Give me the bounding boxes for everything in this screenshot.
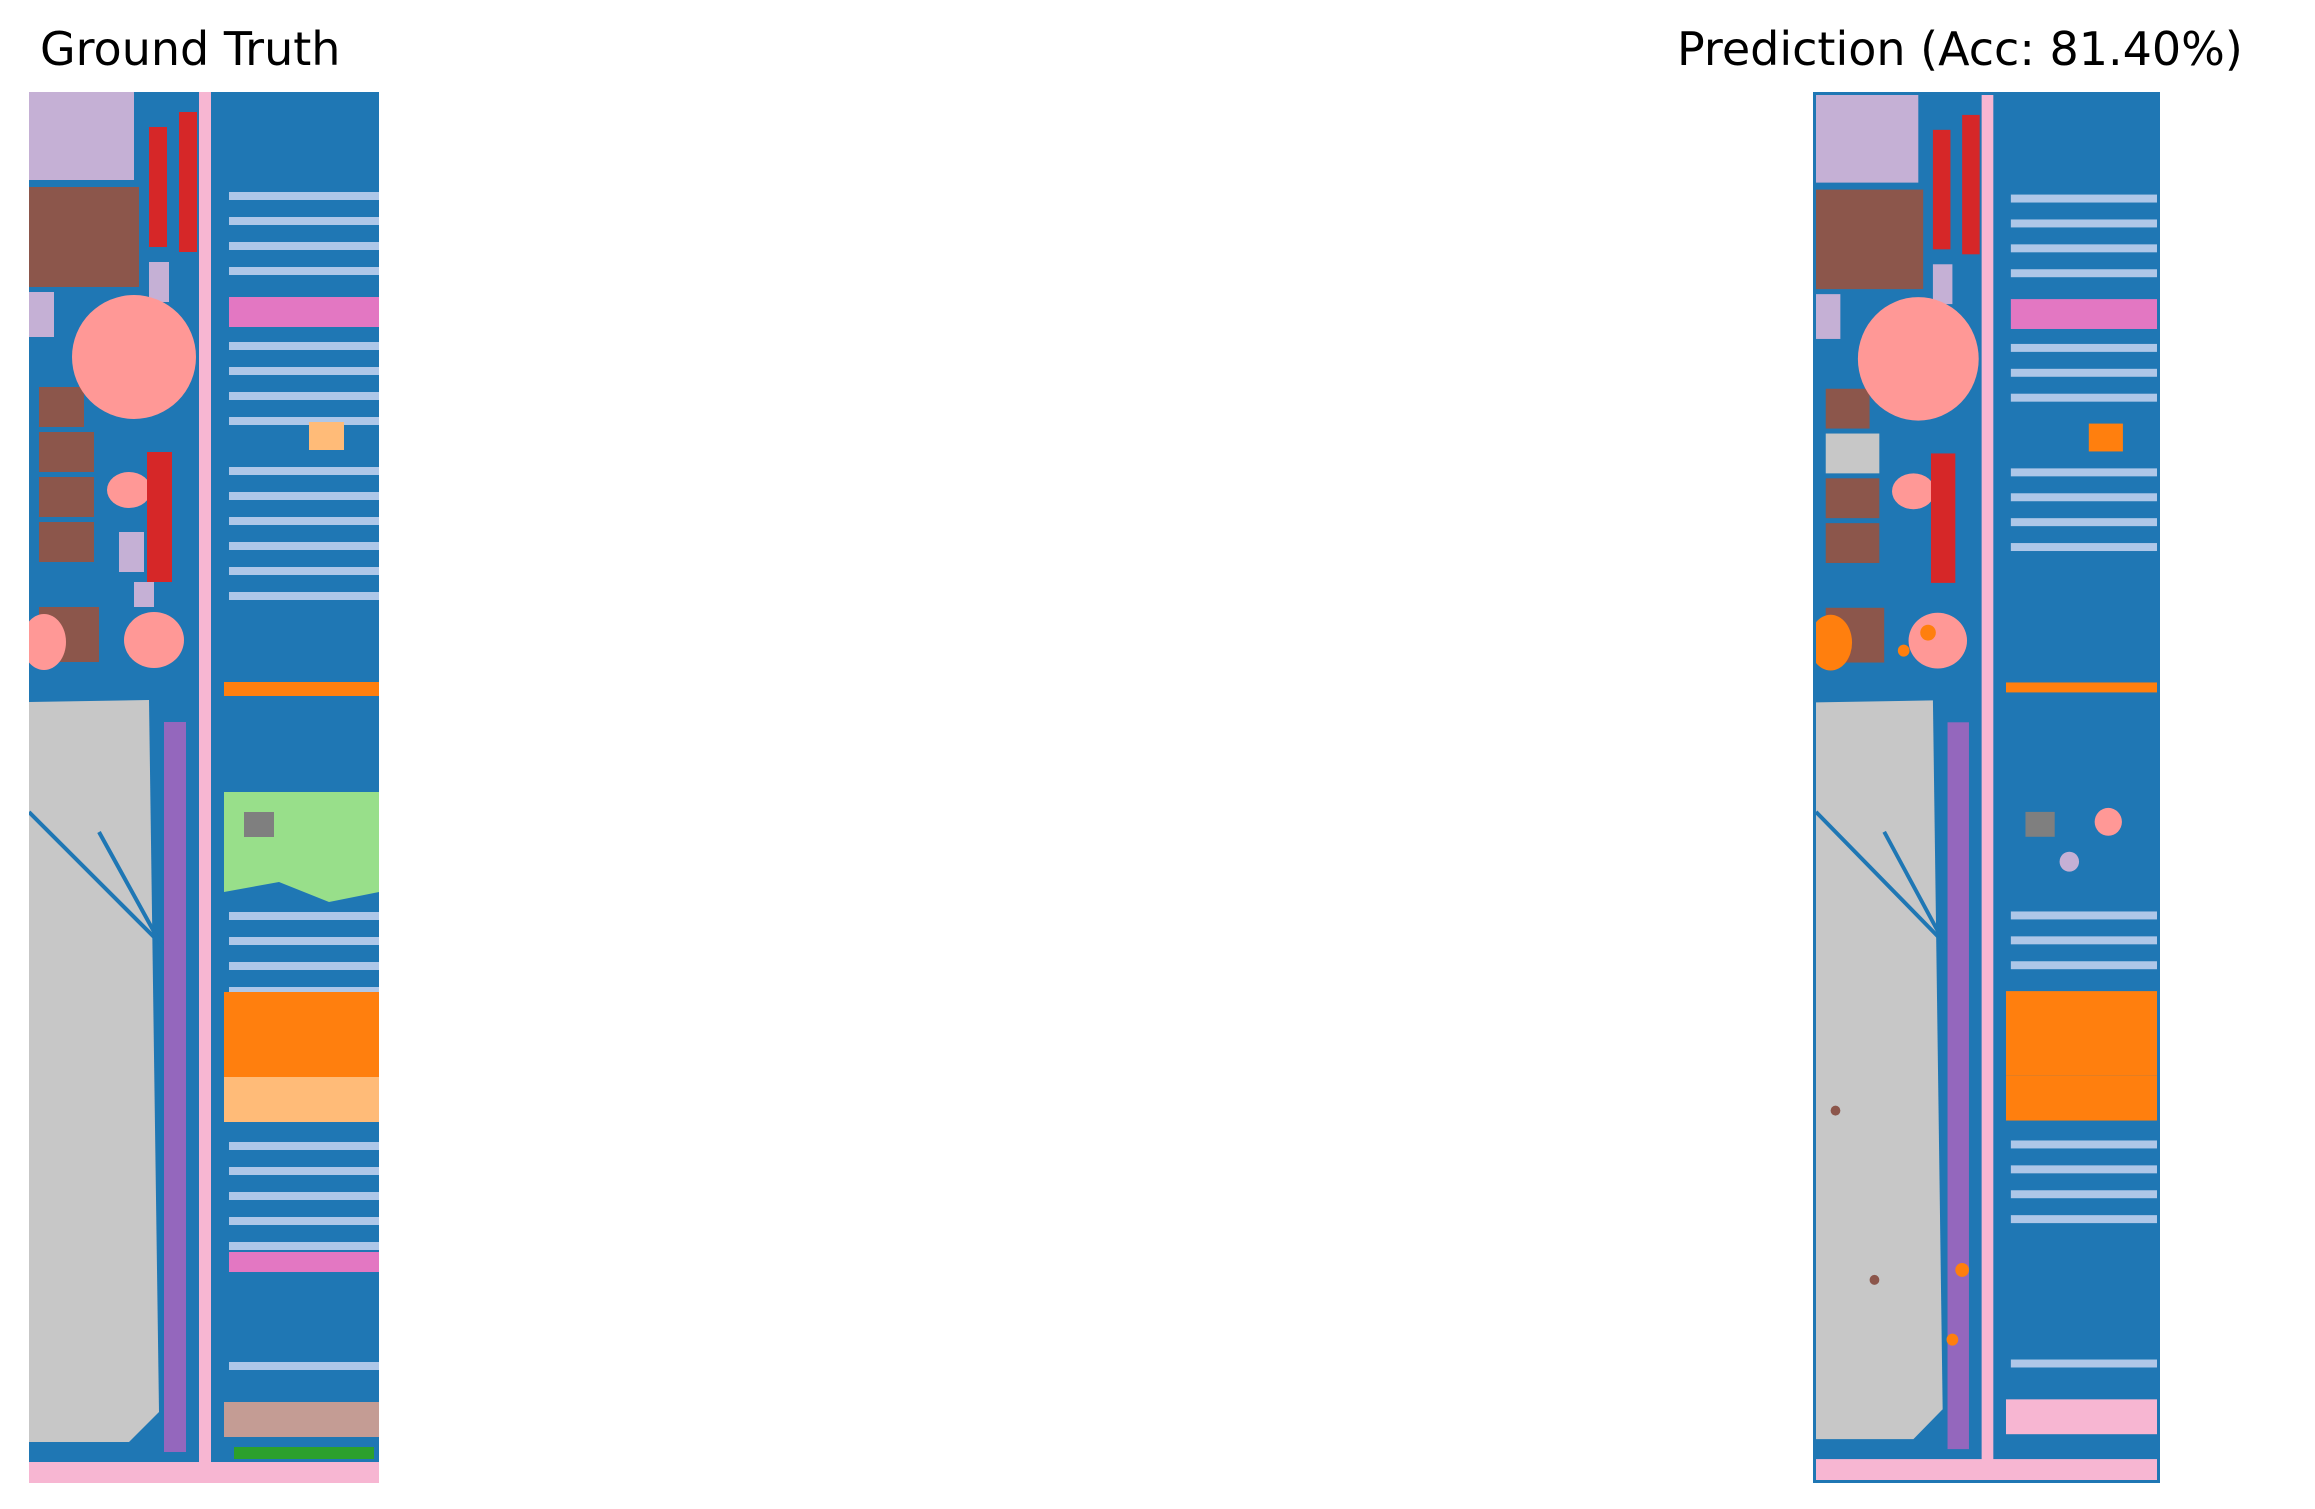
prediction-title: Prediction (Acc: 81.40%): [1677, 22, 2243, 76]
prediction-map-image: [1816, 95, 2157, 1480]
prediction-map: [1813, 92, 2160, 1483]
ground-truth-map: [29, 92, 379, 1483]
ground-truth-map-image: [29, 92, 379, 1483]
ground-truth-title: Ground Truth: [40, 22, 341, 76]
